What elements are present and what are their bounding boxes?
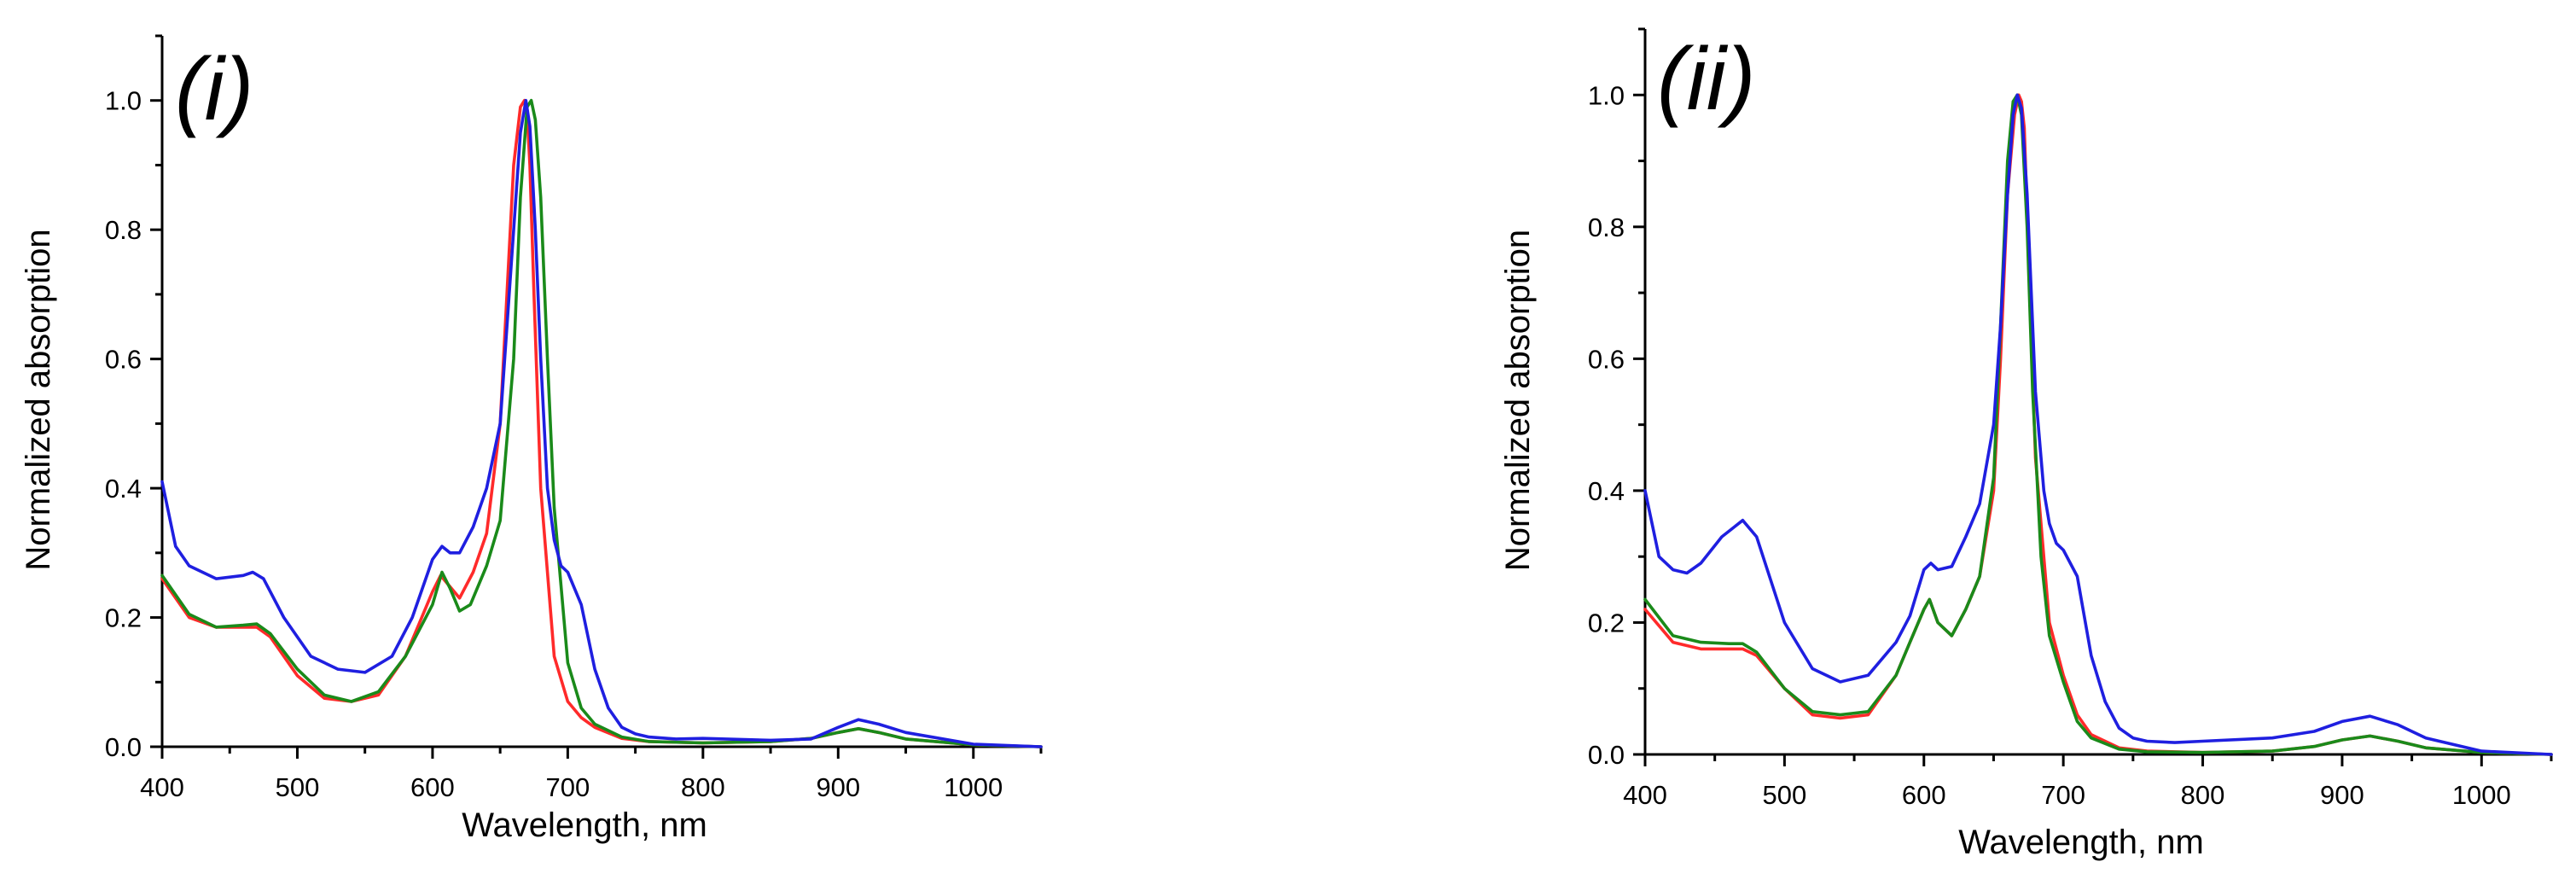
y-tick-label: 0.2 xyxy=(1588,608,1625,638)
y-axis-title: Normalized absorption xyxy=(1499,230,1537,571)
y-tick-label: 0.0 xyxy=(1588,740,1625,770)
x-tick-label: 900 xyxy=(2320,780,2364,810)
panel-label: (i) xyxy=(175,40,253,139)
x-tick-label: 700 xyxy=(546,772,590,802)
y-tick-label: 0.4 xyxy=(105,474,142,504)
x-tick-label: 700 xyxy=(2041,780,2085,810)
series-green-line xyxy=(160,98,1043,748)
y-tick-label: 0.6 xyxy=(1588,344,1625,374)
chart-panel-i: 400 500 600 700 800 900 1000 0.0 0.2 0.4 0.6 0.8 1.0… xyxy=(20,34,1043,844)
x-tick-label: 1000 xyxy=(944,772,1003,802)
x-tick-label: 400 xyxy=(140,772,184,802)
y-tick-label: 1.0 xyxy=(1588,80,1625,110)
x-tick-label: 400 xyxy=(1623,780,1667,810)
series-red-line xyxy=(160,98,1043,748)
x-tick-label: 800 xyxy=(681,772,725,802)
x-tick-label: 900 xyxy=(816,772,860,802)
y-axis-title: Normalized absorption xyxy=(20,229,57,570)
y-tick-label: 1.0 xyxy=(105,86,142,116)
y-tick-label: 0.2 xyxy=(105,603,142,633)
series-blue-line xyxy=(160,98,1043,748)
x-tick-label: 1000 xyxy=(2452,780,2511,810)
series-red-line xyxy=(1643,93,2553,756)
series-blue-line xyxy=(1643,93,2553,756)
panel-label: (ii) xyxy=(1657,30,1755,129)
y-tick-label: 0.0 xyxy=(105,732,142,762)
y-tick-label: 0.6 xyxy=(105,345,142,375)
x-tick-label: 800 xyxy=(2181,780,2225,810)
y-tick-label: 0.8 xyxy=(1588,213,1625,242)
x-tick-label: 600 xyxy=(1902,780,1946,810)
x-axis-title: Wavelength, nm xyxy=(462,806,707,844)
series-green-line xyxy=(1643,93,2553,756)
x-axis-title: Wavelength, nm xyxy=(1958,824,2204,861)
x-tick-label: 500 xyxy=(276,772,320,802)
y-tick-label: 0.8 xyxy=(105,215,142,245)
chart-panel-ii: 400 500 600 700 800 900 1000 0.0 0.2 0.4 0.6 0.8 1.0… xyxy=(1499,27,2553,861)
y-tick-label: 0.4 xyxy=(1588,476,1625,506)
x-tick-label: 600 xyxy=(410,772,455,802)
x-tick-label: 500 xyxy=(1763,780,1807,810)
